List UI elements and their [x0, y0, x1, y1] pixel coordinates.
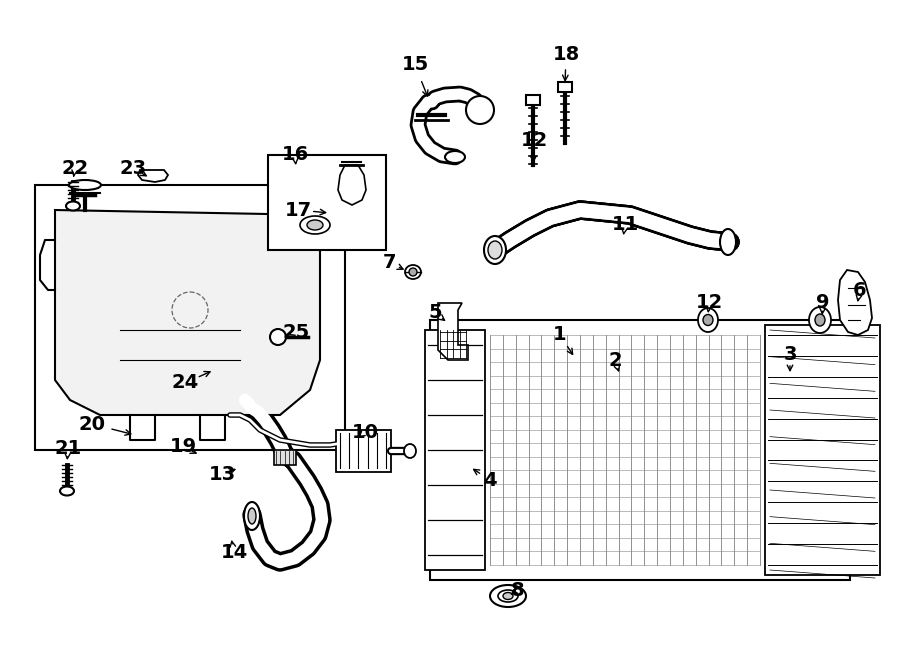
Text: 18: 18 — [553, 46, 580, 65]
Ellipse shape — [720, 229, 736, 255]
Bar — [526, 95, 540, 105]
Ellipse shape — [69, 180, 101, 190]
Text: 22: 22 — [61, 159, 88, 178]
Bar — [336, 430, 391, 472]
Text: 1: 1 — [554, 325, 567, 344]
Text: 5: 5 — [428, 303, 442, 323]
Text: 16: 16 — [282, 145, 309, 165]
Text: 2: 2 — [608, 350, 622, 369]
Text: 19: 19 — [169, 438, 196, 457]
Text: 11: 11 — [611, 215, 639, 235]
Ellipse shape — [498, 590, 518, 602]
Ellipse shape — [307, 220, 323, 230]
Text: 4: 4 — [483, 471, 497, 490]
Text: 12: 12 — [520, 130, 547, 149]
Text: 3: 3 — [783, 346, 796, 364]
Text: 13: 13 — [209, 465, 236, 483]
Ellipse shape — [503, 592, 513, 600]
Ellipse shape — [409, 268, 417, 276]
Ellipse shape — [404, 444, 416, 458]
Polygon shape — [338, 165, 366, 205]
Text: 10: 10 — [352, 422, 379, 442]
Text: 23: 23 — [120, 159, 147, 178]
Text: 21: 21 — [54, 438, 82, 457]
Bar — [558, 82, 572, 92]
Circle shape — [466, 96, 494, 124]
Text: 9: 9 — [816, 293, 830, 311]
Text: 8: 8 — [511, 580, 525, 600]
Ellipse shape — [490, 585, 526, 607]
Text: 20: 20 — [78, 414, 105, 434]
Ellipse shape — [248, 508, 256, 524]
Ellipse shape — [698, 308, 718, 332]
Bar — [268, 155, 386, 250]
Polygon shape — [55, 210, 320, 415]
Circle shape — [270, 329, 286, 345]
Ellipse shape — [809, 307, 831, 333]
Text: 12: 12 — [696, 293, 723, 311]
Bar — [430, 320, 850, 580]
Ellipse shape — [244, 502, 260, 530]
Ellipse shape — [405, 265, 421, 279]
Text: 24: 24 — [171, 373, 199, 393]
Ellipse shape — [815, 314, 825, 326]
Ellipse shape — [66, 202, 80, 210]
Bar — [425, 330, 485, 570]
Bar — [35, 185, 345, 450]
Text: 7: 7 — [383, 254, 397, 272]
Ellipse shape — [484, 236, 506, 264]
Ellipse shape — [703, 315, 713, 325]
Polygon shape — [438, 303, 468, 360]
Polygon shape — [838, 270, 872, 335]
Bar — [274, 450, 296, 465]
Text: 6: 6 — [853, 280, 867, 299]
Text: 14: 14 — [220, 543, 248, 563]
Ellipse shape — [488, 241, 502, 259]
Polygon shape — [138, 170, 168, 182]
Bar — [765, 325, 880, 575]
Ellipse shape — [60, 486, 74, 496]
Text: 15: 15 — [401, 56, 428, 75]
Text: 25: 25 — [283, 323, 310, 342]
Ellipse shape — [445, 151, 465, 163]
Text: 17: 17 — [284, 200, 311, 219]
Ellipse shape — [300, 216, 330, 234]
